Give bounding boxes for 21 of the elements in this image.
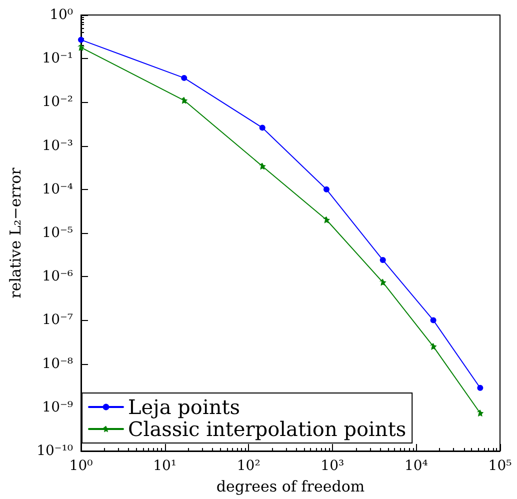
legend-label: Leja points: [128, 395, 240, 419]
y-tick-label: 10⁻⁶: [42, 268, 74, 285]
x-tick-label: 10²: [236, 458, 260, 474]
y-axis-title: relative L₂−error: [6, 166, 24, 298]
y-tick-label: 10⁻⁴: [42, 181, 74, 198]
x-tick-label: 10³: [320, 458, 344, 474]
legend-label: Classic interpolation points: [128, 417, 406, 441]
x-tick-label: 10⁰: [69, 458, 94, 474]
y-tick-label: 10⁻²: [42, 94, 73, 110]
y-tick-label: 10⁻⁸: [42, 356, 74, 372]
y-tick-label: 10⁻³: [42, 138, 73, 154]
y-tick-label: 10⁻⁷: [42, 312, 74, 328]
x-tick-label: 10¹: [153, 458, 177, 474]
x-axis-title: degrees of freedom: [216, 478, 365, 496]
x-tick-label: 10⁴: [404, 458, 428, 474]
y-tick-label: 10⁻⁹: [42, 399, 74, 416]
y-tick-label: 10⁻¹⁰: [36, 443, 74, 459]
x-tick-label: 10⁵: [488, 458, 512, 474]
y-tick-label: 10⁻⁵: [42, 225, 74, 241]
y-tick-label: 10⁰: [50, 7, 74, 23]
y-tick-label: 10⁻¹: [42, 50, 73, 67]
